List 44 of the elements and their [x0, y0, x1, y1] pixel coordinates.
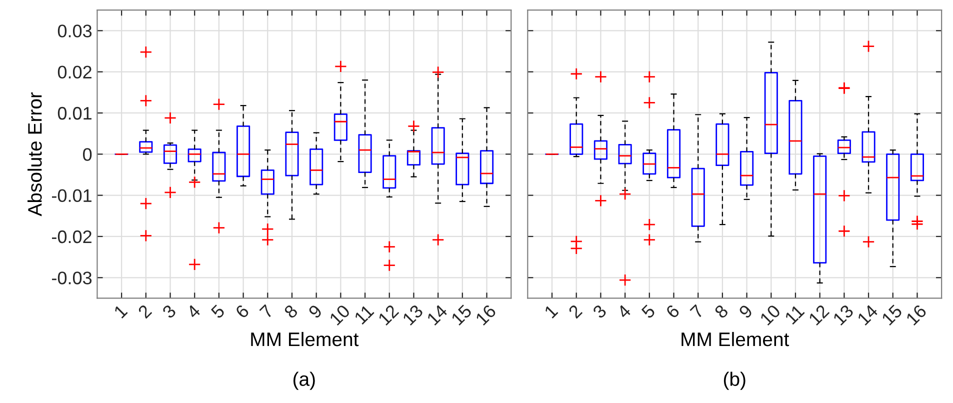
x-tick-label: 13 — [402, 304, 424, 326]
x-tick-label: 6 — [234, 304, 250, 319]
x-tick-label: 11 — [354, 304, 374, 325]
y-tick-label: -0.01 — [52, 189, 92, 202]
y-tick-label: 0.02 — [58, 66, 92, 79]
x-axis-title: MM Element — [682, 332, 790, 346]
x-tick-label: 2 — [568, 304, 583, 319]
x-tick-label: 13 — [832, 304, 854, 326]
x-tick-label: 5 — [210, 304, 226, 320]
x-tick-label: 2 — [137, 304, 152, 319]
x-tick-label: 7 — [690, 304, 704, 319]
x-tick-label: 16 — [475, 304, 497, 326]
x-tick-label: 12 — [808, 304, 830, 326]
x-tick-label: 4 — [186, 304, 202, 320]
x-tick-label: 8 — [714, 304, 729, 320]
y-tick-label: 0 — [83, 148, 92, 161]
y-tick-label: 0.03 — [58, 24, 92, 38]
x-tick-label: 4 — [616, 304, 632, 320]
x-axis-title: MM Element — [251, 332, 359, 346]
y-axis-title: Absolute Error — [28, 92, 42, 216]
y-tick-label: -0.03 — [52, 272, 92, 284]
x-tick-label: 9 — [738, 304, 754, 319]
text: (a) — [293, 372, 315, 390]
y-tick-label: -0.02 — [52, 230, 92, 244]
x-tick-label: 16 — [905, 304, 928, 326]
x-tick-label: 10 — [759, 304, 782, 326]
x-tick-label: 1 — [113, 304, 128, 318]
x-tick-label: 8 — [283, 304, 298, 320]
x-tick-label: 5 — [640, 304, 656, 320]
x-tick-label: 15 — [881, 304, 903, 326]
x-tick-label: 11 — [784, 304, 805, 325]
y-tick-label: 0.01 — [58, 106, 92, 120]
x-tick-label: 3 — [162, 304, 177, 320]
text: (b) — [724, 372, 746, 390]
x-tick-label: 1 — [544, 304, 558, 318]
x-tick-label: 15 — [450, 304, 472, 326]
x-tick-label: 14 — [856, 304, 879, 326]
x-tick-label: 14 — [426, 304, 448, 326]
x-tick-label: 12 — [378, 304, 400, 326]
x-tick-label: 9 — [308, 304, 323, 319]
x-tick-label: 6 — [665, 304, 680, 319]
x-tick-label: 3 — [592, 304, 608, 320]
x-tick-label: 10 — [328, 304, 351, 326]
x-tick-label: 7 — [259, 304, 274, 319]
